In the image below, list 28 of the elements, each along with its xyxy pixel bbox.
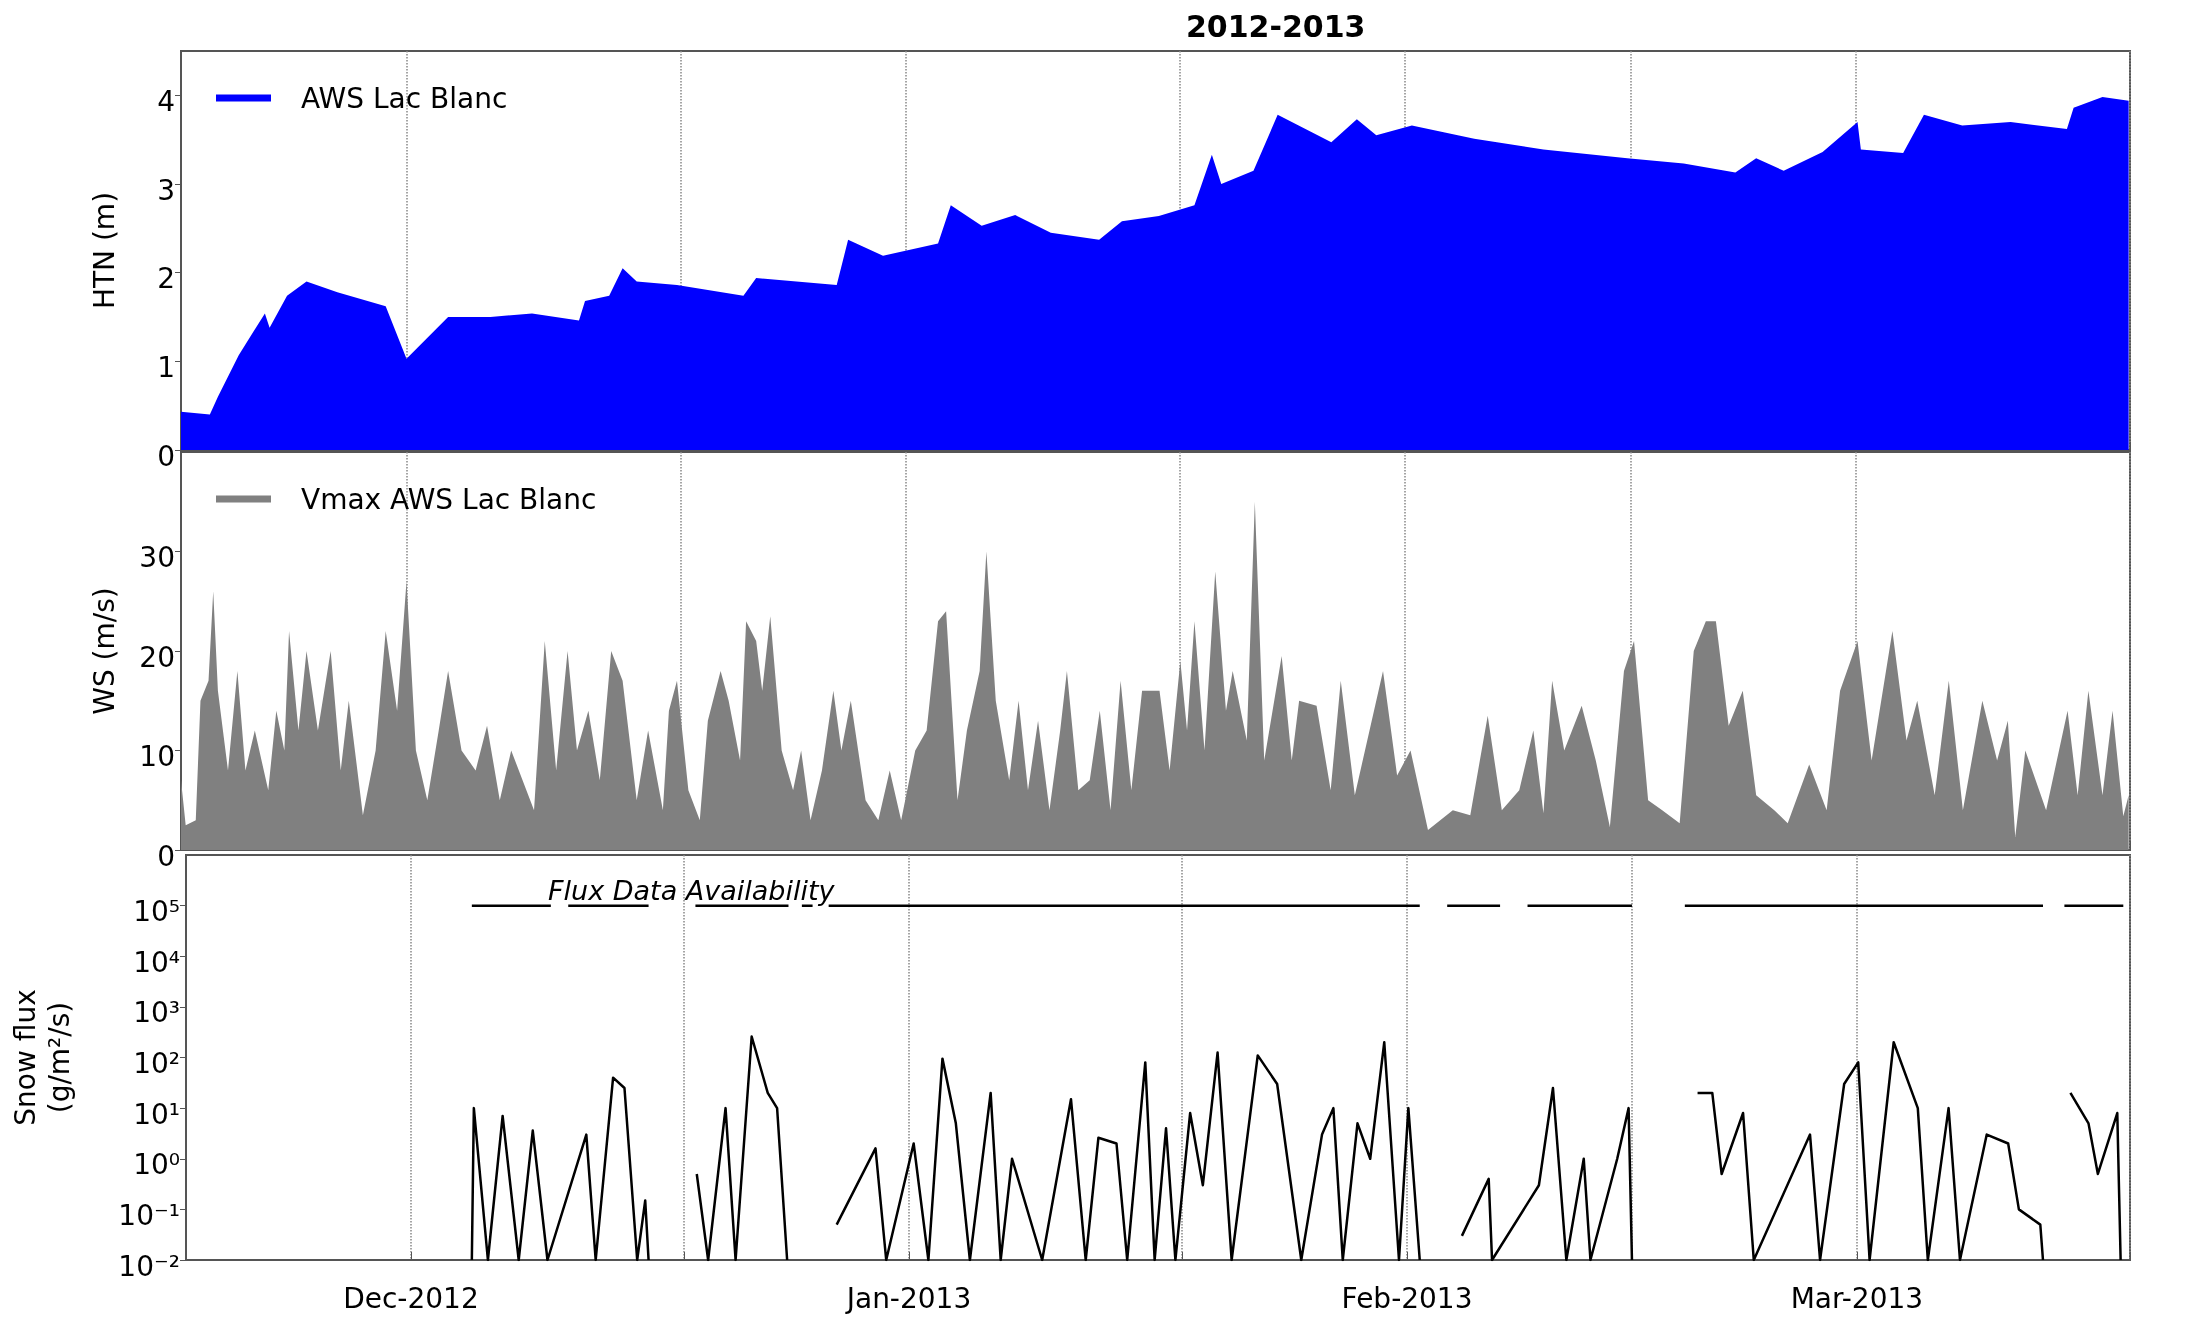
- y-tick-label: 10⁵: [133, 895, 180, 929]
- y-tick-label: 10⁴: [133, 945, 180, 979]
- y-tick-label: 10⁻²: [118, 1249, 180, 1283]
- y-axis-title: HTN (m): [87, 191, 121, 310]
- chart-title: 2012-2013: [1186, 8, 1366, 44]
- annotation: Flux Data Availability: [548, 875, 836, 906]
- y-tick-label: 10³: [133, 996, 180, 1030]
- y-tick-label: 4: [157, 84, 175, 118]
- y-tick-label: 0: [157, 439, 175, 473]
- y-tick-label: 10⁻¹: [118, 1198, 180, 1232]
- y-tick-label: 2: [157, 262, 175, 296]
- y-tick-label: 1: [157, 350, 175, 384]
- legend-label: Vmax AWS Lac Blanc: [301, 482, 597, 516]
- y-tick-label: 10⁰: [133, 1148, 180, 1182]
- x-tick-label: Jan-2013: [844, 1281, 972, 1315]
- y-tick-label: 20: [139, 640, 175, 674]
- x-tick-label: Feb-2013: [1341, 1281, 1473, 1315]
- legend-label: AWS Lac Blanc: [301, 81, 508, 115]
- x-tick-label: Dec-2012: [343, 1281, 479, 1315]
- y-tick-label: 0: [157, 839, 175, 873]
- y-tick-label: 10²: [133, 1047, 180, 1080]
- x-tick-label: Mar-2013: [1790, 1281, 1924, 1315]
- y-tick-label: 3: [157, 173, 175, 207]
- y-tick-label: 10: [139, 740, 175, 773]
- y-tick-label: 30: [139, 541, 175, 574]
- y-axis-title: Snow flux (g/m²/s): [8, 989, 76, 1126]
- y-tick-label: 10¹: [133, 1097, 180, 1131]
- y-axis-title: WS (m/s): [87, 587, 121, 715]
